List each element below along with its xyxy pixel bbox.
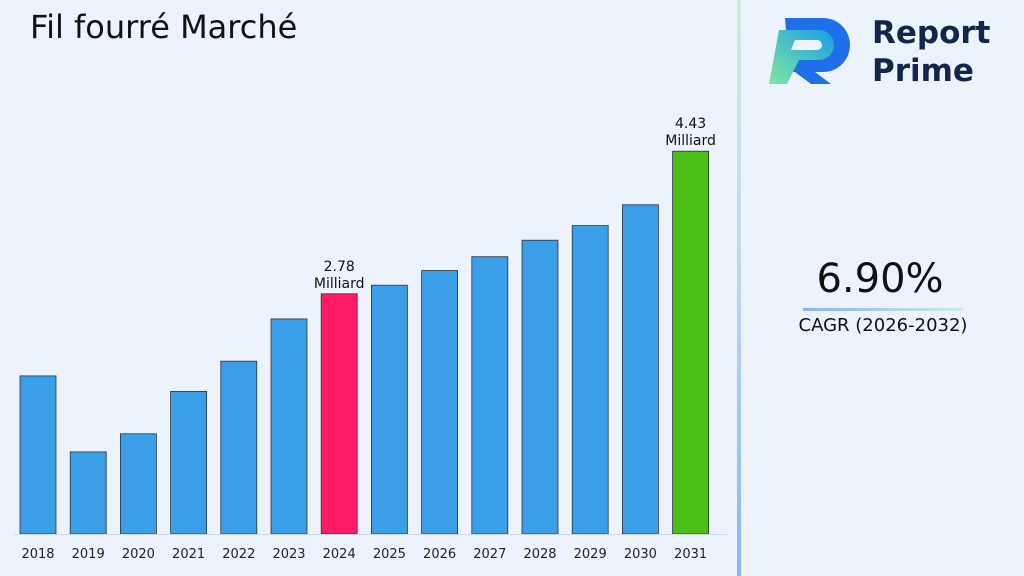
vertical-divider <box>737 0 741 576</box>
data-label-value-2024: 2.78 <box>324 259 355 275</box>
brand-line1: Report <box>872 15 991 51</box>
data-label-unit-2031: Milliard <box>665 133 716 149</box>
x-tick-label-2018: 2018 <box>21 547 54 562</box>
bar-2030 <box>622 204 659 535</box>
report-prime-logo-icon <box>769 18 850 84</box>
data-label-value-2031: 4.43 <box>675 116 706 132</box>
x-tick-label-2029: 2029 <box>574 547 607 562</box>
bar-2018 <box>19 375 57 535</box>
x-tick-label-2020: 2020 <box>122 547 155 562</box>
x-tick-label-2031: 2031 <box>674 547 707 562</box>
data-label-unit-2024: Milliard <box>314 276 365 292</box>
x-tick-labels: 2018 2019 2020 2021 2022 2023 2024 2025 2026 2027… <box>21 547 707 562</box>
x-tick-label-2026: 2026 <box>423 547 456 562</box>
x-tick-label-2024: 2024 <box>323 547 356 562</box>
x-tick-label-2027: 2027 <box>473 547 506 562</box>
bar-2021 <box>170 390 208 535</box>
bar-group <box>19 150 709 535</box>
bar-2020 <box>120 433 157 535</box>
x-tick-label-2021: 2021 <box>172 547 205 562</box>
bar-2023 <box>270 318 308 535</box>
bar-chart: 2018 2019 2020 2021 2022 2023 2024 2025 2026 2027… <box>14 116 727 562</box>
bar-2027 <box>471 256 509 535</box>
bar-2028 <box>521 239 559 535</box>
x-tick-label-2022: 2022 <box>222 547 255 562</box>
cagr-underline <box>803 308 963 311</box>
page-title: Fil fourré Marché <box>30 8 298 46</box>
x-tick-label-2028: 2028 <box>523 547 556 562</box>
cagr-label: CAGR (2026-2032) <box>798 315 968 336</box>
x-tick-label-2023: 2023 <box>272 547 305 562</box>
bar-2029 <box>571 225 609 535</box>
bar-2024 <box>320 293 358 535</box>
x-tick-label-2019: 2019 <box>72 547 105 562</box>
brand-line2: Prime <box>872 53 974 89</box>
x-tick-label-2030: 2030 <box>624 547 657 562</box>
brand-name: Report Prime <box>872 14 991 90</box>
cagr-value: 6.90% <box>816 256 944 302</box>
bar-2025 <box>370 284 408 535</box>
bar-2031 <box>672 150 709 535</box>
bar-2019 <box>69 451 107 535</box>
bar-2022 <box>220 360 258 535</box>
x-tick-label-2025: 2025 <box>373 547 406 562</box>
bar-2026 <box>421 270 459 535</box>
